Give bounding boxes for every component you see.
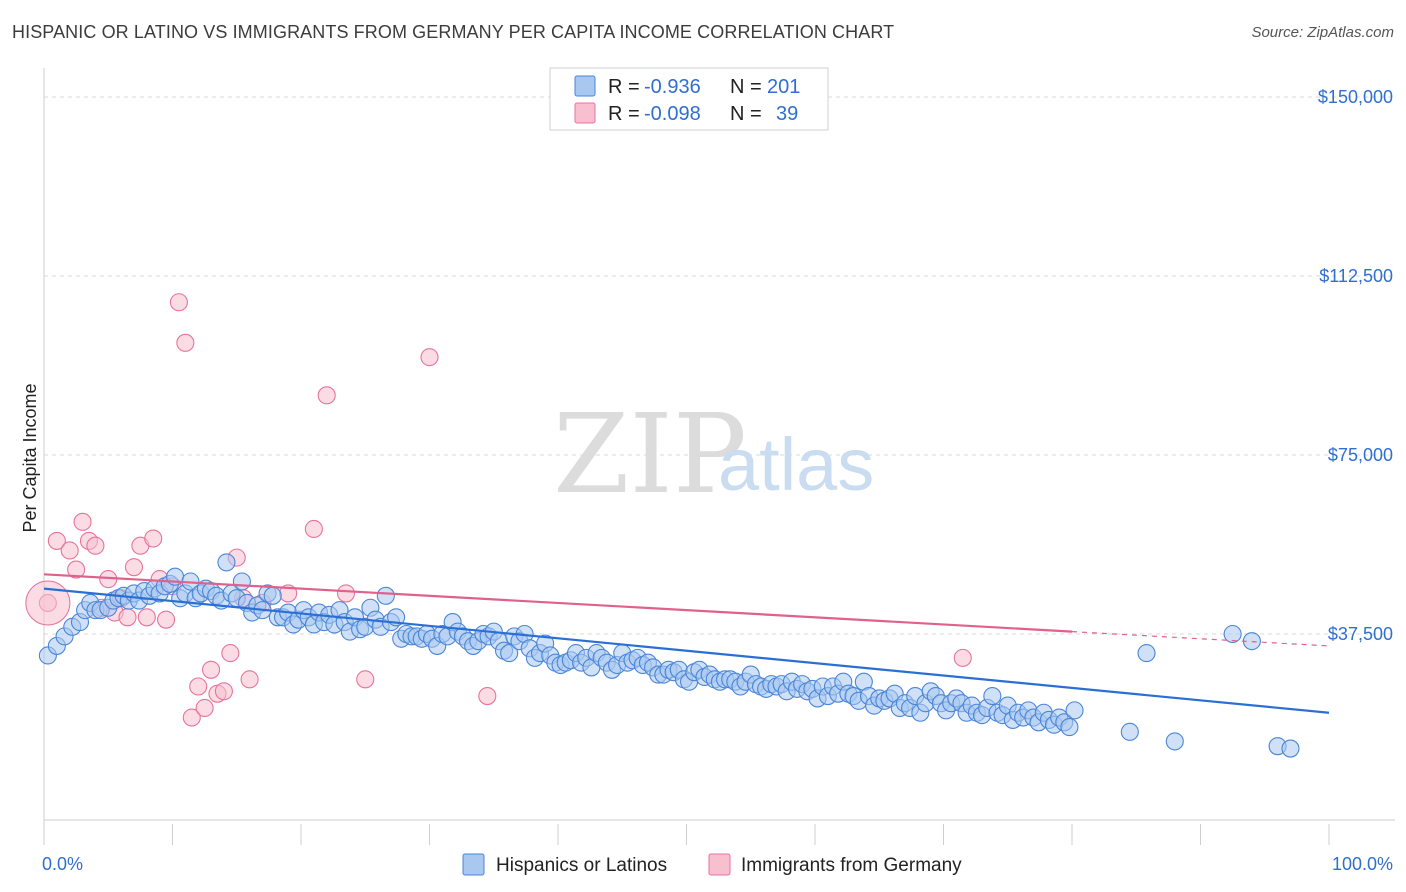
germany-point-36 [356, 670, 375, 689]
legend-r-value-1: -0.936 [644, 76, 701, 98]
germany-point-1 [47, 531, 66, 550]
legend-swatch-pink [574, 102, 596, 124]
legend-r-label-1: R = [608, 76, 640, 98]
germany-point-19 [169, 293, 188, 312]
correlation-legend: R = -0.936 N = 201 R = -0.098 N = 39 [549, 67, 829, 131]
y-tick-label-3: $150,000 [1318, 87, 1393, 107]
legend-r-value-2: -0.098 [644, 103, 701, 125]
bottom-legend-label-germany: Immigrants from Germany [741, 855, 962, 876]
legend-box [549, 67, 829, 131]
hispanic-point-41 [263, 586, 282, 605]
germany-point-37 [420, 348, 439, 367]
watermark-atlas: atlas [718, 423, 874, 506]
germany-point-27 [221, 644, 240, 663]
axes [43, 68, 1395, 845]
trend-lines [43, 573, 1330, 714]
hispanic-point-200 [1120, 722, 1139, 741]
bottom-legend-swatch-pink [708, 853, 731, 876]
x-tick-label-0: 0.0% [42, 854, 83, 874]
germany-point-20 [176, 333, 195, 352]
series-legend: Hispanics or Latinos Immigrants from Ger… [462, 853, 962, 876]
hispanic-point-63 [376, 586, 395, 605]
y-axis-label: Per Capita Income [20, 383, 40, 532]
x-tick-label-1: 100.0% [1332, 854, 1393, 874]
germany-point-14 [137, 608, 156, 627]
hispanic-point-196 [1060, 718, 1079, 737]
germany-point-12 [124, 558, 143, 577]
legend-n-label-2: N = [730, 103, 762, 125]
bottom-legend-label-hispanics: Hispanics or Latinos [496, 855, 667, 876]
germany-point-33 [304, 519, 323, 539]
hispanic-point-203 [1281, 739, 1300, 758]
germany-point-26 [214, 682, 233, 701]
germany-point-21 [182, 708, 201, 727]
trend-line-germany [43, 573, 1073, 633]
legend-n-value-2: 39 [776, 103, 798, 125]
hispanic-point-181 [983, 687, 1002, 706]
y-tick-label-2: $112,500 [1319, 266, 1393, 286]
legend-r-label-2: R = [608, 103, 640, 125]
chart-title: HISPANIC OR LATINO VS IMMIGRANTS FROM GE… [12, 22, 895, 42]
germany-point-34 [317, 386, 336, 405]
germany-point-17 [157, 610, 176, 629]
grid-lines [44, 96, 1395, 635]
legend-swatch-blue [574, 75, 596, 97]
germany-point-23 [195, 698, 214, 718]
watermark: ZIP atlas [553, 390, 874, 518]
hispanic-point-35 [232, 572, 251, 591]
germany-point-6 [86, 536, 105, 555]
hispanic-point-87 [500, 644, 519, 663]
germany-point-39 [953, 648, 972, 667]
germany-point-2 [60, 541, 79, 560]
y-tick-labels: $37,500 $75,000 $112,500 $150,000 [1318, 87, 1393, 644]
legend-n-value-1: 201 [767, 76, 800, 98]
germany-point-3 [67, 560, 86, 579]
germany-point-11 [118, 608, 137, 627]
germany-point-35 [336, 584, 356, 603]
hispanic-point-204 [1137, 644, 1156, 663]
germany-point-30 [240, 670, 259, 689]
source-label: Source: ZipAtlas.com [1251, 24, 1394, 41]
germany-point-24 [202, 660, 221, 679]
hispanic-point-197 [1065, 701, 1084, 720]
hispanic-point-201 [1165, 732, 1184, 751]
germany-point-15 [144, 529, 163, 548]
germany-point-22 [189, 677, 208, 696]
watermark-zip: ZIP [553, 390, 747, 518]
y-tick-label-1: $75,000 [1328, 445, 1393, 465]
bottom-legend-swatch-blue [462, 853, 485, 876]
y-tick-label-0: $37,500 [1328, 624, 1393, 644]
trend-line-hispanics [43, 587, 1330, 714]
hispanic-point-198 [1223, 624, 1242, 644]
legend-n-label-1: N = [730, 76, 762, 98]
germany-point-38 [478, 687, 497, 706]
x-tick-labels: 0.0% 100.0% [42, 854, 1393, 874]
hispanic-point-32 [217, 553, 236, 572]
germany-point-4 [73, 512, 92, 531]
germany-point-large [25, 580, 71, 626]
trend-line-germany-extrapolated [1071, 631, 1330, 647]
series-immigrants-germany-points [25, 293, 972, 727]
